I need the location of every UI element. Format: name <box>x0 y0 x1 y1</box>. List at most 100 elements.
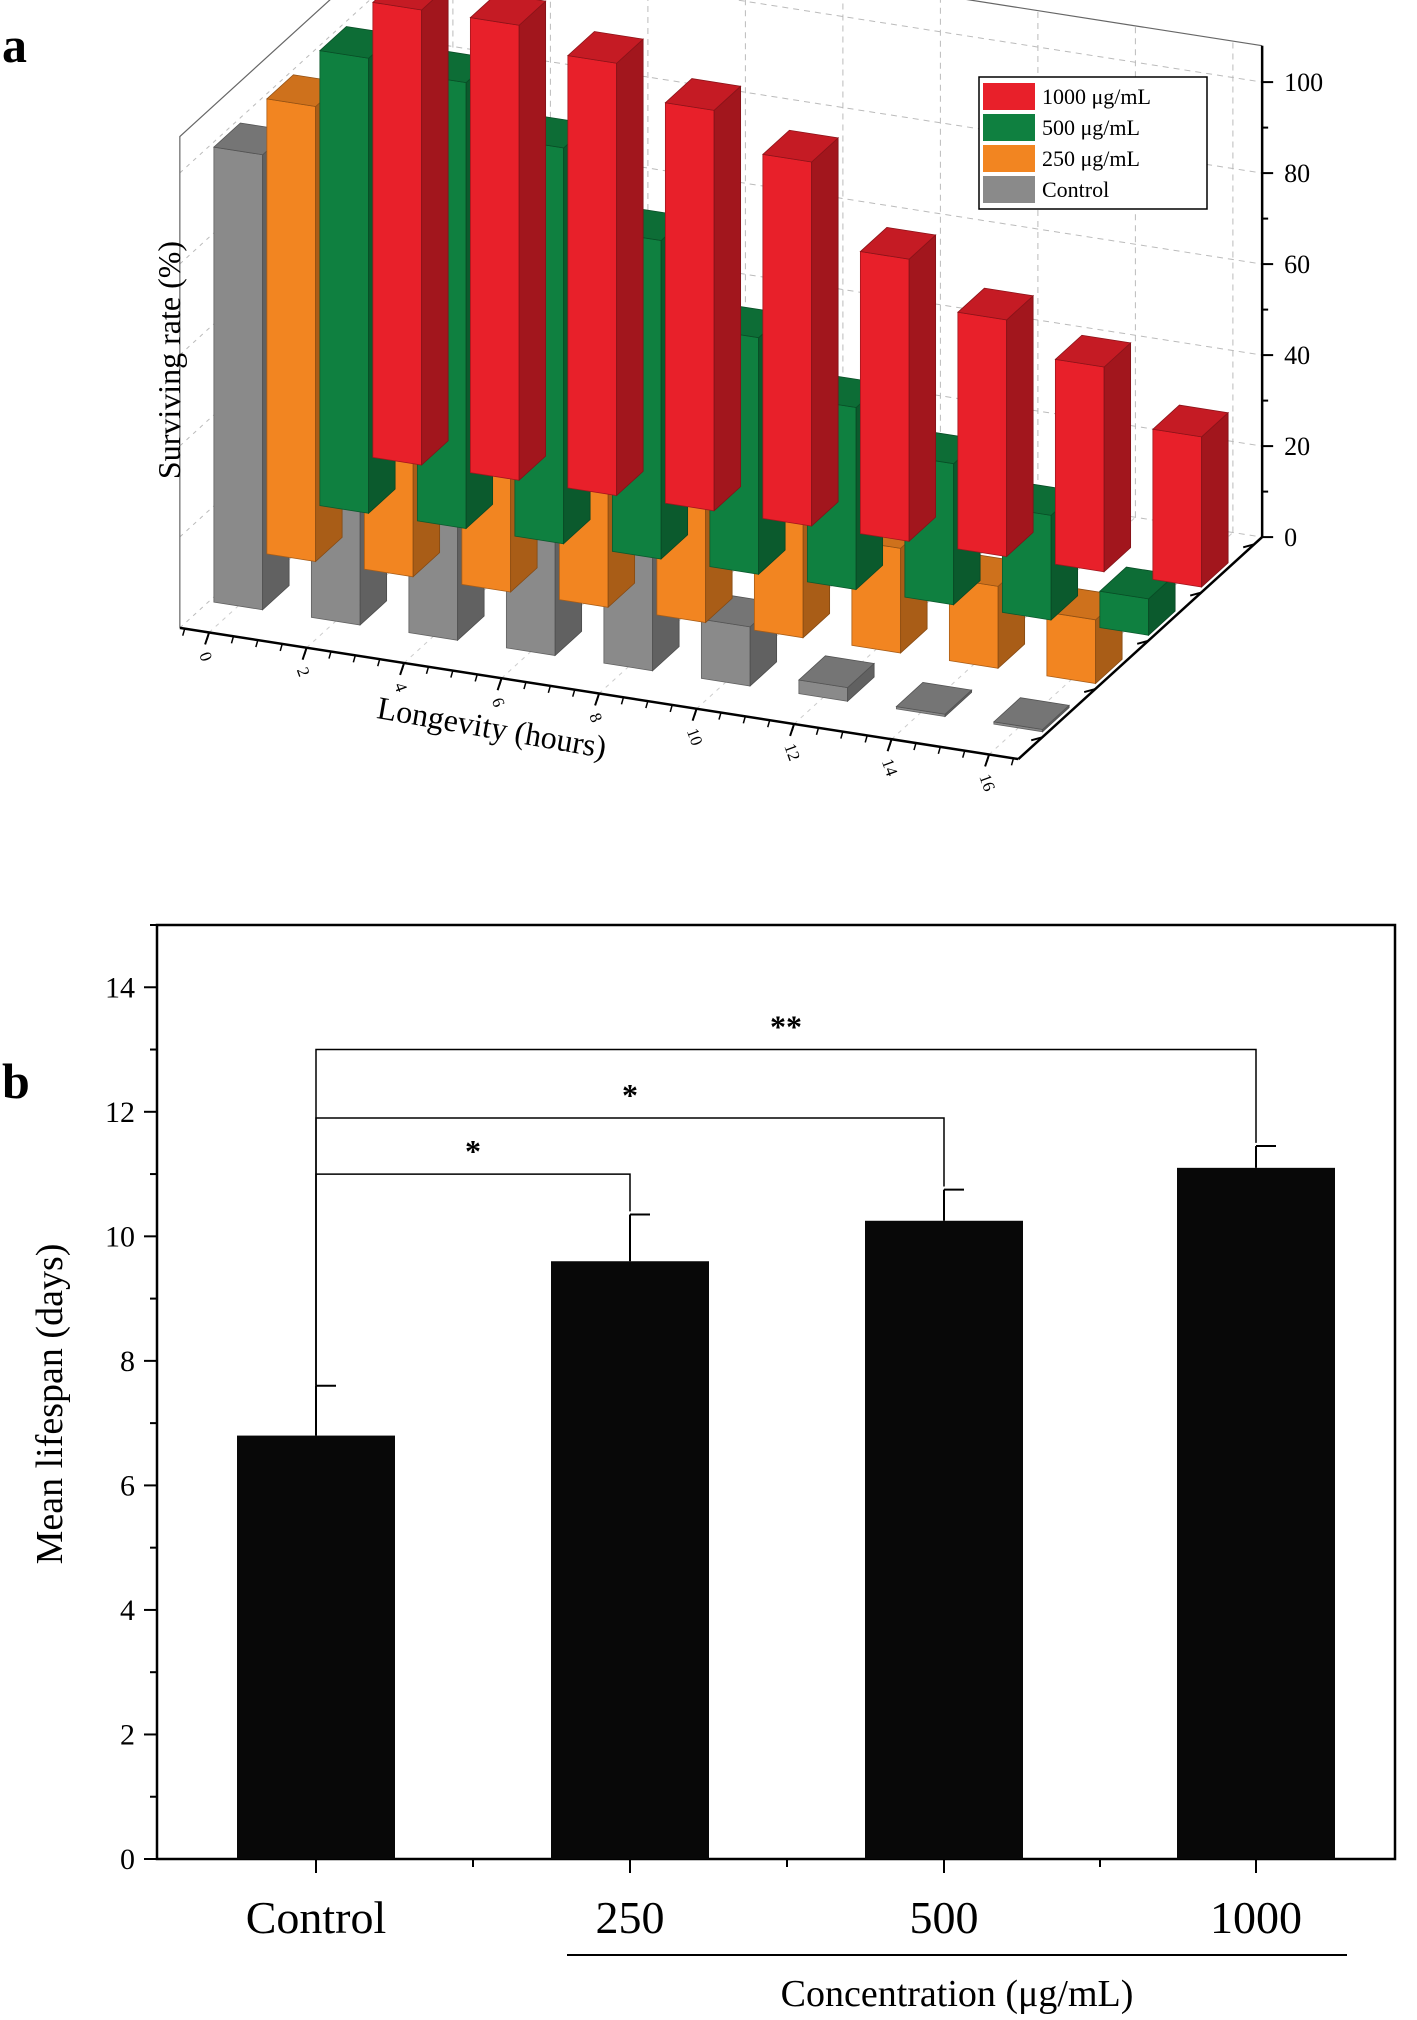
significance-label: * <box>622 1077 638 1113</box>
x-minor-tick <box>328 651 332 659</box>
x-minor-tick <box>230 636 235 644</box>
bar-side-face <box>421 0 449 466</box>
bar-front-face <box>469 17 520 481</box>
y-tick-label: 20 <box>1284 432 1310 461</box>
y-axis-label: Mean lifespan (days) <box>29 1244 71 1565</box>
x-tick-label: 2 <box>293 665 314 679</box>
significance-bracket <box>315 1117 945 1386</box>
bar <box>664 78 742 512</box>
bar-top-face <box>469 0 547 26</box>
y-tick-label: 4 <box>120 1594 135 1627</box>
x-minor-tick <box>182 628 186 636</box>
bar-top-face <box>956 287 1035 321</box>
bar-front-face <box>1054 358 1105 573</box>
legend-label: 500 μg/mL <box>1042 115 1140 140</box>
bar-side-face <box>811 136 839 527</box>
x-minor-tick <box>767 719 771 728</box>
x-tick <box>984 754 991 767</box>
legend-label: 1000 μg/mL <box>1042 84 1151 109</box>
x-minor-tick <box>913 742 917 751</box>
depth-tick <box>1136 639 1149 645</box>
bar <box>761 129 840 527</box>
bar-front-face <box>762 153 813 527</box>
bar-top-face <box>992 697 1071 730</box>
y-tick-label: 8 <box>120 1345 135 1378</box>
y-tick-label: 12 <box>105 1096 135 1129</box>
x-tick <box>886 738 893 752</box>
gridline <box>734 0 1263 83</box>
bar-top-face <box>895 682 973 715</box>
bar-front-face <box>213 146 264 611</box>
x-minor-tick <box>840 731 844 739</box>
x-tick <box>301 647 308 661</box>
x-minor-tick <box>620 697 625 705</box>
y-tick-label: 0 <box>1284 523 1297 552</box>
bar-front-face <box>859 251 910 542</box>
significance-label: * <box>465 1133 481 1169</box>
bar-top-face <box>371 0 434 11</box>
x-minor-tick <box>547 685 552 694</box>
depth-tick <box>1083 688 1096 694</box>
x-tick <box>204 632 211 645</box>
y-tick-label: 10 <box>105 1220 135 1253</box>
x-tick <box>594 693 601 706</box>
x-minor-tick <box>1010 758 1015 766</box>
bar <box>992 697 1071 733</box>
y-axis-label: Surviving rate (%) <box>151 241 187 479</box>
y-tick-label: 2 <box>120 1718 135 1751</box>
bar-top-face <box>1054 334 1132 368</box>
bar-top-face <box>859 226 937 260</box>
x-minor-tick <box>718 712 722 720</box>
significance-label: ** <box>770 1009 802 1045</box>
gridline <box>423 132 1263 265</box>
bar <box>895 682 973 718</box>
x-minor-tick <box>425 666 430 674</box>
bar <box>865 1220 1023 1859</box>
bar <box>469 0 547 482</box>
x-minor-tick <box>377 658 381 667</box>
bar <box>1054 334 1132 573</box>
x-minor-tick <box>645 700 649 709</box>
x-minor-tick <box>279 643 283 652</box>
y-tick-label: 60 <box>1284 250 1310 279</box>
x-tick-label: 10 <box>683 726 707 748</box>
x-tick-label: 6 <box>488 695 509 709</box>
legend-swatch <box>983 176 1035 203</box>
panel-label-b: b <box>2 1053 30 1109</box>
bar-front-face <box>567 55 618 496</box>
bar-side-face <box>616 38 644 497</box>
x-tick-label: 14 <box>878 756 902 779</box>
gridline <box>179 0 371 174</box>
bar-top-face <box>566 31 645 64</box>
bar-side-face <box>713 85 742 512</box>
bar-top-face <box>664 78 742 111</box>
x-tick <box>789 723 796 737</box>
x-tick <box>496 677 503 691</box>
legend-label: 250 μg/mL <box>1042 146 1140 171</box>
x-minor-tick <box>255 639 259 648</box>
x-minor-tick <box>742 716 747 724</box>
x-minor-tick <box>815 727 820 735</box>
bar-side-face <box>1201 411 1229 588</box>
y-tick-label: 100 <box>1284 68 1323 97</box>
bar <box>1177 1167 1335 1859</box>
bars <box>212 0 1230 733</box>
bar-top-face <box>797 655 876 689</box>
bar-front-face <box>1152 428 1203 588</box>
x-minor-tick <box>572 689 576 697</box>
bar-top-face <box>1151 404 1230 438</box>
bar-front-face <box>266 98 317 562</box>
depth-tick <box>1242 543 1255 549</box>
legend-swatch <box>983 145 1035 172</box>
x-minor-tick <box>962 750 966 758</box>
bar <box>956 287 1035 558</box>
bar-front-face <box>1046 611 1097 684</box>
y-tick-label: 80 <box>1284 159 1310 188</box>
x-tick-label: 250 <box>596 1892 665 1943</box>
bar-side-face <box>1006 294 1034 558</box>
y-tick-label: 6 <box>120 1469 135 1502</box>
depth-tick <box>1030 736 1043 742</box>
bar <box>566 31 645 497</box>
